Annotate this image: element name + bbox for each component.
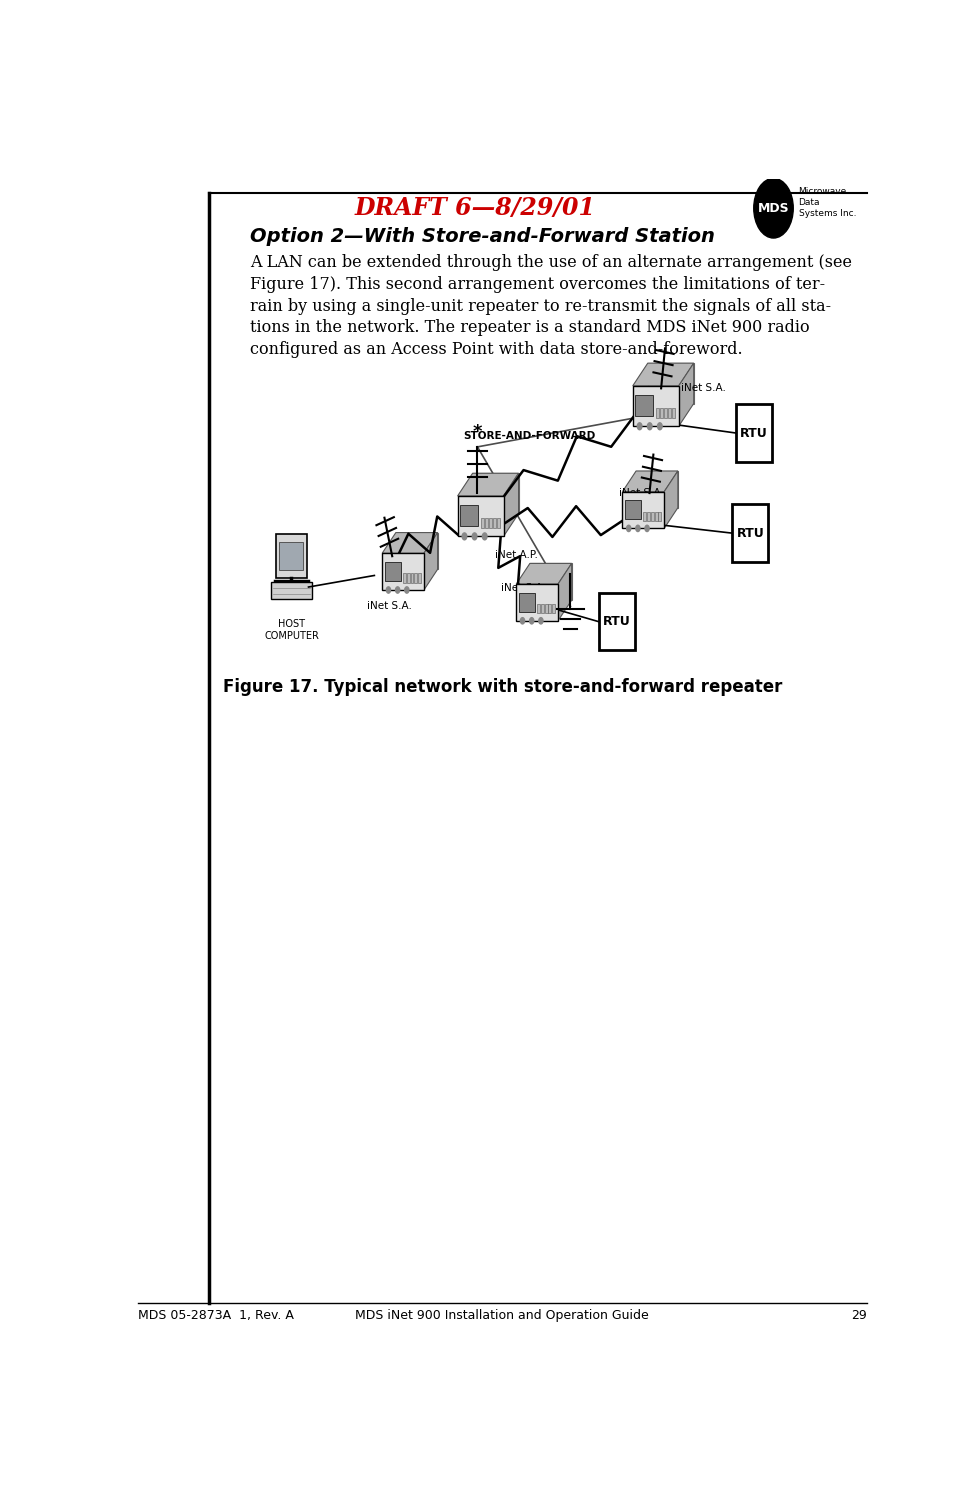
Bar (415, 574, 417, 583)
Circle shape (386, 587, 390, 593)
Bar (541, 604, 544, 613)
Text: HOST
COMPUTER: HOST COMPUTER (264, 619, 318, 641)
Text: iNet S.A.: iNet S.A. (501, 583, 546, 593)
Bar (411, 574, 414, 583)
Bar (656, 409, 659, 417)
Circle shape (645, 525, 649, 532)
Bar (625, 499, 641, 519)
Bar (403, 574, 406, 583)
Bar (545, 604, 548, 613)
Circle shape (396, 587, 400, 593)
Circle shape (405, 587, 409, 593)
FancyBboxPatch shape (633, 386, 679, 426)
Bar (493, 519, 496, 528)
Bar (668, 409, 671, 417)
FancyBboxPatch shape (458, 497, 504, 537)
Text: A LAN can be extended through the use of an alternate arrangement (see: A LAN can be extended through the use of… (250, 255, 853, 271)
Polygon shape (504, 473, 518, 537)
Bar (599, 593, 635, 650)
Bar (643, 511, 646, 520)
Bar (732, 504, 768, 562)
Text: Microwave
Data
Systems Inc.: Microwave Data Systems Inc. (799, 186, 857, 218)
Bar (270, 583, 313, 598)
Polygon shape (558, 564, 571, 620)
Polygon shape (516, 564, 571, 584)
FancyBboxPatch shape (382, 553, 424, 590)
Circle shape (648, 423, 652, 429)
Circle shape (482, 532, 487, 540)
Bar (537, 604, 540, 613)
Text: iNet S.A.: iNet S.A. (618, 489, 663, 498)
Text: configured as an Access Point with data store-and-foreword.: configured as an Access Point with data … (250, 340, 743, 358)
Text: RTU: RTU (603, 616, 631, 628)
Bar (672, 409, 675, 417)
Bar (497, 519, 501, 528)
FancyBboxPatch shape (636, 471, 678, 508)
Text: Figure 17. Typical network with store-and-forward repeater: Figure 17. Typical network with store-an… (222, 678, 782, 696)
Bar (635, 395, 653, 416)
Text: rain by using a single-unit repeater to re-transmit the signals of all sta-: rain by using a single-unit repeater to … (250, 298, 831, 315)
Text: MDS 05-2873A  1, Rev. A: MDS 05-2873A 1, Rev. A (138, 1309, 294, 1323)
Bar (664, 409, 667, 417)
FancyBboxPatch shape (472, 473, 518, 514)
Polygon shape (382, 532, 438, 553)
Circle shape (626, 525, 631, 532)
Text: MDS iNet 900 Installation and Operation Guide: MDS iNet 900 Installation and Operation … (356, 1309, 649, 1323)
Polygon shape (458, 473, 518, 497)
Text: *: * (472, 423, 482, 441)
Bar (480, 519, 484, 528)
Bar (485, 519, 488, 528)
FancyBboxPatch shape (622, 492, 664, 528)
Polygon shape (622, 471, 678, 492)
Bar (518, 592, 535, 611)
Circle shape (529, 617, 534, 623)
Bar (552, 604, 555, 613)
Bar (489, 519, 492, 528)
Bar (647, 511, 650, 520)
Text: Figure 17). This second arrangement overcomes the limitations of ter-: Figure 17). This second arrangement over… (250, 276, 825, 292)
Bar (549, 604, 552, 613)
Polygon shape (633, 364, 694, 386)
Bar (385, 562, 401, 581)
Bar (418, 574, 421, 583)
Polygon shape (424, 532, 438, 590)
Text: STORE-AND-FORWARD: STORE-AND-FORWARD (464, 431, 596, 441)
Bar (659, 511, 662, 520)
Bar (736, 404, 772, 462)
Bar (461, 505, 478, 526)
Text: DRAFT 6—8/29/01: DRAFT 6—8/29/01 (355, 195, 596, 219)
Text: iNet S.A.: iNet S.A. (368, 601, 413, 611)
FancyBboxPatch shape (516, 584, 558, 620)
Text: RTU: RTU (736, 526, 764, 540)
Bar (407, 574, 410, 583)
Text: MDS: MDS (758, 201, 789, 215)
Text: iNet S.A.: iNet S.A. (680, 383, 725, 394)
Bar (279, 541, 304, 570)
Text: 29: 29 (851, 1309, 866, 1323)
Bar (655, 511, 658, 520)
Circle shape (754, 179, 793, 239)
Text: tions in the network. The repeater is a standard MDS iNet 900 radio: tions in the network. The repeater is a … (250, 319, 810, 335)
FancyBboxPatch shape (648, 364, 694, 404)
Polygon shape (679, 364, 694, 426)
Circle shape (463, 532, 466, 540)
Polygon shape (664, 471, 678, 528)
Bar (660, 409, 663, 417)
Circle shape (636, 525, 640, 532)
Bar (651, 511, 654, 520)
Text: Option 2—With Store-and-Forward Station: Option 2—With Store-and-Forward Station (250, 227, 715, 246)
Bar (275, 534, 308, 579)
Circle shape (658, 423, 662, 429)
Text: iNet A.P.: iNet A.P. (495, 550, 537, 561)
Circle shape (472, 532, 477, 540)
Circle shape (520, 617, 524, 623)
FancyBboxPatch shape (530, 564, 571, 599)
Text: RTU: RTU (740, 426, 768, 440)
Circle shape (637, 423, 642, 429)
Circle shape (539, 617, 543, 623)
FancyBboxPatch shape (396, 532, 438, 570)
